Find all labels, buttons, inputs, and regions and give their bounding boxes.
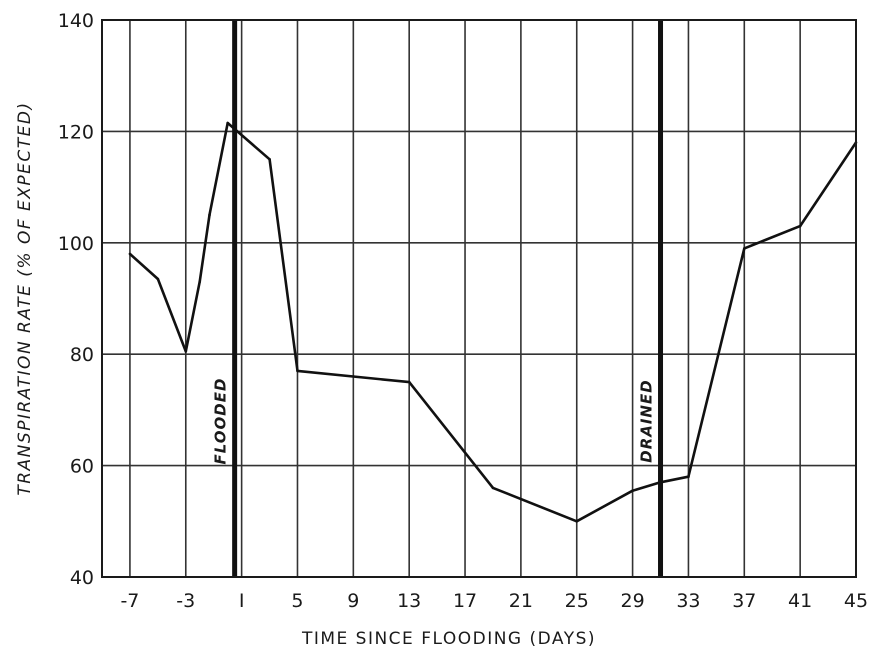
data-point xyxy=(631,489,634,492)
x-tick-label: 29 xyxy=(620,590,644,612)
plot-frame xyxy=(101,19,857,578)
x-tick-label: 33 xyxy=(676,590,700,612)
y-tick-labels: 40 60 80 100 120 140 xyxy=(58,10,94,589)
x-tick-label: 21 xyxy=(509,590,533,612)
series-layer xyxy=(128,121,858,523)
y-tick-label: 120 xyxy=(58,121,94,143)
y-tick-label: 80 xyxy=(70,344,94,366)
data-point xyxy=(407,380,411,384)
y-tick-label: 140 xyxy=(58,10,94,32)
x-tick-labels: -7 -3 I 5 9 13 17 21 25 29 33 37 41 45 xyxy=(120,590,868,612)
x-tick-label: -3 xyxy=(176,590,195,612)
data-point xyxy=(226,121,229,125)
x-tick-label: 45 xyxy=(844,590,868,612)
data-point xyxy=(198,280,202,284)
data-point xyxy=(742,247,746,250)
marker-label-flooded: FLOODED xyxy=(212,378,230,465)
data-point xyxy=(184,350,188,353)
data-point xyxy=(296,369,299,373)
event-markers: FLOODED DRAINED xyxy=(212,20,664,577)
data-point xyxy=(575,520,579,523)
data-point xyxy=(268,157,271,161)
x-tick-label: 13 xyxy=(397,590,421,612)
data-point xyxy=(491,486,495,490)
data-point xyxy=(798,224,802,228)
x-tick-label: I xyxy=(239,590,245,612)
y-tick-label: 40 xyxy=(70,567,94,589)
y-tick-label: 60 xyxy=(70,456,94,478)
y-axis-label: TRANSPIRATION RATE (% OF EXPECTED) xyxy=(15,101,35,495)
data-point xyxy=(128,252,132,256)
data-point xyxy=(208,213,211,217)
x-tick-label: 9 xyxy=(347,590,359,612)
x-tick-label: 37 xyxy=(732,590,756,612)
y-tick-label: 100 xyxy=(58,233,94,255)
x-tick-label: -7 xyxy=(120,590,139,612)
x-tick-label: 5 xyxy=(291,590,303,612)
x-tick-label: 17 xyxy=(453,590,477,612)
x-tick-label: 41 xyxy=(788,590,812,612)
data-point xyxy=(156,277,160,281)
data-point xyxy=(659,481,662,484)
x-tick-label: 25 xyxy=(565,590,589,612)
grid xyxy=(102,19,857,578)
data-point xyxy=(687,475,690,479)
x-axis-label: TIME SINCE FLOODING (DAYS) xyxy=(301,629,596,649)
series-line-0 xyxy=(129,121,858,523)
marker-label-drained: DRAINED xyxy=(638,379,656,462)
